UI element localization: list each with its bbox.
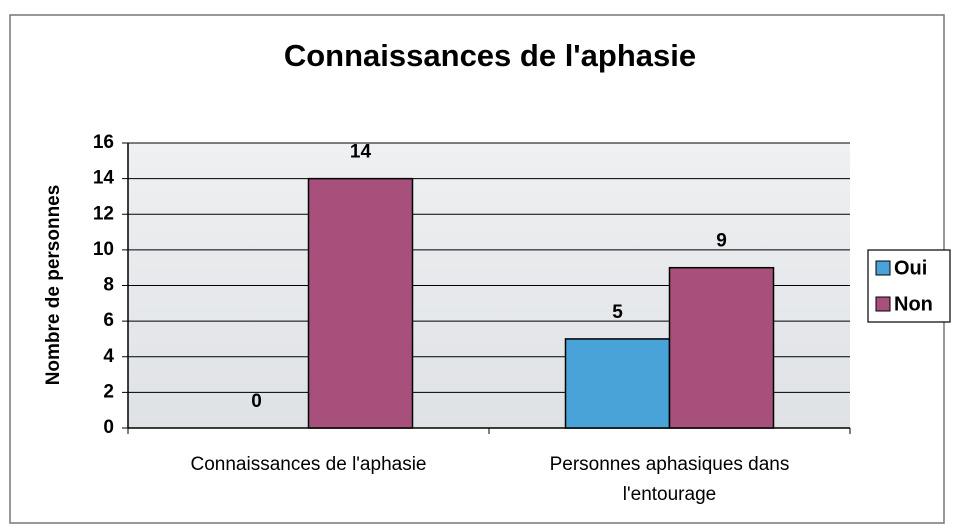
legend-swatch [875, 296, 891, 312]
data-label: 14 [350, 142, 372, 163]
y-tick-label: 16 [93, 132, 114, 153]
data-label: 9 [716, 231, 727, 252]
y-tick-label: 6 [103, 310, 114, 331]
y-axis-label: Nombre de personnes [43, 185, 64, 386]
bar [564, 338, 671, 429]
y-tick-label: 0 [103, 417, 114, 438]
legend-label: Oui [894, 257, 927, 279]
y-tick-label: 4 [103, 346, 114, 367]
y-tick-label: 2 [103, 381, 114, 402]
x-tick-label: Personnes aphasiques dans l'entourage [549, 454, 790, 505]
bar [668, 266, 775, 429]
bar [307, 177, 414, 429]
legend-swatch [875, 260, 891, 276]
data-label: 5 [612, 302, 623, 323]
data-label: 0 [251, 391, 262, 412]
chart-title: Connaissances de l'aphasie [284, 38, 696, 73]
y-tick-label: 8 [103, 275, 114, 296]
y-tick-label: 14 [93, 168, 115, 189]
y-tick-label: 10 [93, 239, 114, 260]
legend-label: Non [894, 293, 933, 315]
x-tick-label: Connaissances de l'aphasie [190, 454, 427, 475]
y-tick-label: 12 [93, 203, 114, 224]
